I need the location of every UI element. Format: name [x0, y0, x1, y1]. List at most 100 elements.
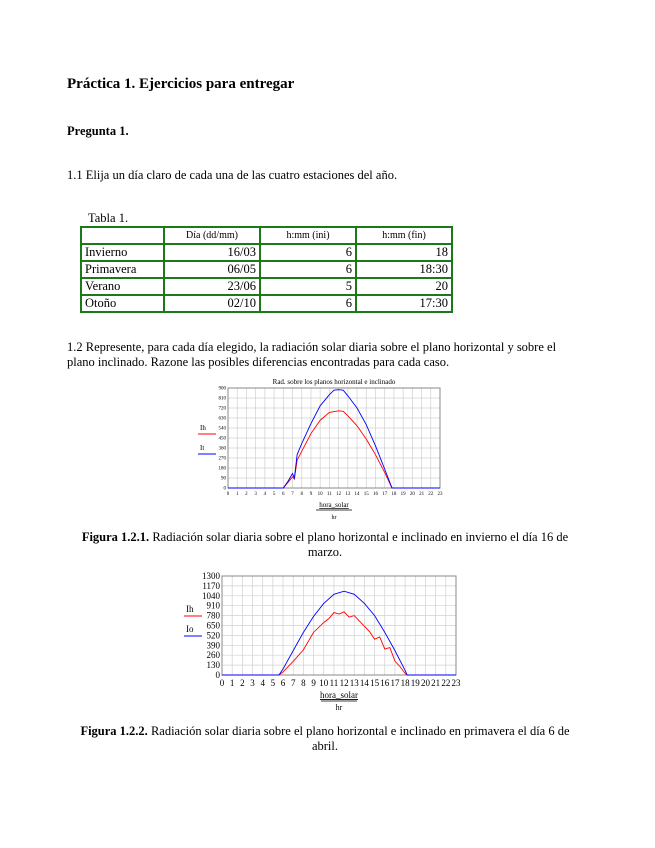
x-tick-label: 1 — [230, 678, 235, 688]
figure-text: Radiación solar diaria sobre el plano ho… — [147, 724, 570, 738]
header-cell: Día (dd/mm) — [163, 226, 261, 245]
header-cell: h:mm (fin) — [355, 226, 453, 245]
x-tick-label: 21 — [431, 678, 440, 688]
x-tick-label: 21 — [419, 492, 425, 497]
table-row: Otoño 02/10 6 17:30 — [80, 294, 453, 313]
legend-label: Io — [186, 624, 194, 634]
y-tick-label: 90 — [221, 477, 227, 482]
table-row: Invierno 16/03 6 18 — [80, 243, 453, 262]
figure-1-caption: Figura 1.2.1. Radiación solar diaria sob… — [65, 530, 585, 560]
y-tick-label: 1040 — [202, 591, 221, 601]
figure-label: Figura 1.2.1. — [81, 530, 150, 544]
legend-label: Ih — [186, 604, 194, 614]
figure-text-2: abril. — [311, 739, 339, 753]
x-tick-label: 11 — [327, 492, 332, 497]
x-tick-label: 15 — [364, 492, 370, 497]
question-1-2-line2: plano inclinado. Razone las posibles dif… — [67, 355, 450, 369]
cell: Verano — [80, 277, 165, 296]
x-tick-label: 19 — [401, 492, 407, 497]
table-row: Verano 23/06 5 20 — [80, 277, 453, 296]
y-tick-label: 130 — [207, 660, 221, 670]
x-tick-label: 6 — [281, 678, 286, 688]
cell: 5 — [259, 277, 357, 296]
legend-label: Ih — [200, 424, 206, 432]
series-line-ih — [228, 410, 440, 489]
question-1-1: 1.1 Elija un día claro de cada una de la… — [67, 168, 398, 182]
figure-label: Figura 1.2.2. — [80, 724, 148, 738]
cell: 6 — [259, 260, 357, 279]
header-cell: h:mm (ini) — [259, 226, 357, 245]
x-tick-label: 13 — [345, 492, 351, 497]
x-tick-label: 14 — [355, 492, 361, 497]
x-tick-label: 22 — [441, 678, 450, 688]
x-tick-label: 20 — [421, 678, 431, 688]
x-tick-label: 14 — [360, 678, 370, 688]
x-tick-label: 10 — [319, 678, 329, 688]
y-tick-label: 630 — [219, 417, 227, 422]
plot-frame — [227, 387, 441, 489]
cell: 18:30 — [355, 260, 453, 279]
x-tick-label: 18 — [401, 678, 411, 688]
cell: 02/10 — [163, 294, 261, 313]
x-tick-label: 17 — [382, 492, 388, 497]
x-tick-label: 10 — [318, 492, 324, 497]
cell: 16/03 — [163, 243, 261, 262]
y-tick-label: 260 — [207, 650, 221, 660]
y-tick-label: 390 — [207, 640, 221, 650]
x-tick-label: 4 — [264, 492, 267, 497]
x-tick-label: 2 — [245, 492, 248, 497]
plot-frame — [221, 575, 457, 676]
cell: 18 — [355, 243, 453, 262]
table-caption: Tabla 1. — [88, 211, 129, 225]
x-tick-label: 12 — [336, 492, 342, 497]
chart-title: Rad. sobre los planos horizontal e incli… — [273, 378, 396, 386]
table-row: Primavera 06/05 6 18:30 — [80, 260, 453, 279]
figure-text: Radiación solar diaria sobre el plano ho… — [149, 530, 569, 544]
question-1-2-line1: 1.2 Represente, para cada día elegido, l… — [67, 340, 557, 354]
x-tick-label: 23 — [438, 492, 444, 497]
y-tick-label: 540 — [219, 427, 227, 432]
y-tick-label: 1170 — [202, 581, 220, 591]
y-tick-label: 1300 — [202, 571, 221, 581]
legend-label: It — [200, 444, 204, 452]
x-tick-label: 20 — [410, 492, 416, 497]
y-tick-label: 910 — [207, 601, 221, 611]
cell: 6 — [259, 294, 357, 313]
y-tick-label: 360 — [219, 447, 227, 452]
cell: 17:30 — [355, 294, 453, 313]
x-tick-label: 16 — [380, 678, 390, 688]
y-tick-label: 780 — [207, 611, 221, 621]
cell: Otoño — [80, 294, 165, 313]
seasons-table: Día (dd/mm) h:mm (ini) h:mm (fin) Invier… — [80, 226, 453, 313]
cell: 20 — [355, 277, 453, 296]
y-tick-label: 0 — [224, 487, 227, 492]
figure-text-2: marzo. — [307, 545, 343, 559]
series-line-it — [228, 389, 440, 489]
x-axis-unit: hr — [336, 703, 343, 712]
y-tick-label: 180 — [219, 467, 227, 472]
x-tick-label: 0 — [227, 492, 230, 497]
cell: Primavera — [80, 260, 165, 279]
x-tick-label: 11 — [330, 678, 339, 688]
y-tick-label: 650 — [207, 621, 221, 631]
x-tick-label: 13 — [350, 678, 360, 688]
x-tick-label: 0 — [220, 678, 225, 688]
y-tick-label: 270 — [219, 457, 227, 462]
series-line-ih — [222, 611, 456, 676]
x-tick-label: 5 — [273, 492, 276, 497]
x-tick-label: 8 — [300, 492, 303, 497]
page-title: Práctica 1. Ejercicios para entregar — [67, 76, 295, 92]
x-tick-label: 7 — [291, 492, 294, 497]
x-tick-label: 7 — [291, 678, 296, 688]
y-tick-label: 900 — [219, 387, 227, 392]
cell: 6 — [259, 243, 357, 262]
x-tick-label: 22 — [428, 492, 434, 497]
cell: Invierno — [80, 243, 165, 262]
x-tick-label: 15 — [370, 678, 380, 688]
header-cell — [80, 226, 165, 245]
x-tick-label: 8 — [301, 678, 306, 688]
x-tick-label: 3 — [254, 492, 257, 497]
x-tick-label: 17 — [390, 678, 400, 688]
